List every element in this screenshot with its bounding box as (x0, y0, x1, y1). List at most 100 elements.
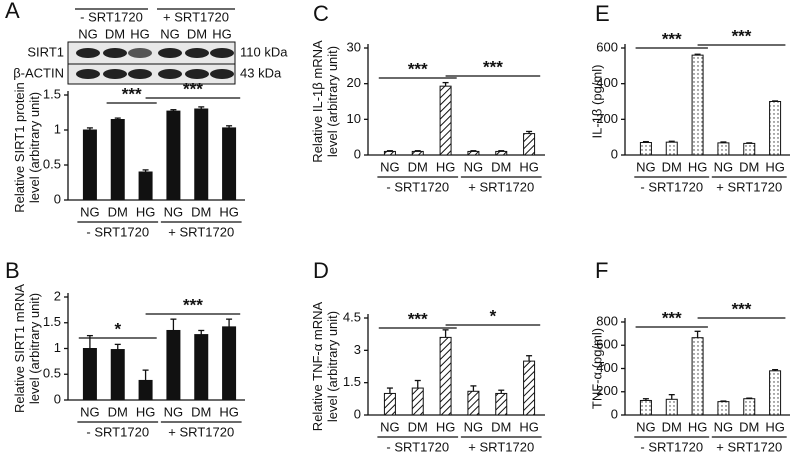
bar (743, 142, 756, 156)
bar (691, 337, 704, 416)
x-tick-label: NG (464, 419, 484, 434)
y-axis-label: TNF-α (pg/ml) (589, 328, 604, 409)
group-label: + SRT1720 (468, 179, 534, 194)
error-bar (414, 150, 421, 152)
band (76, 69, 100, 79)
error-bar (114, 117, 121, 120)
y-tick-label: 0.5 (43, 156, 61, 171)
bar (110, 349, 125, 401)
significance-label: *** (183, 79, 203, 98)
group-label: + SRT1720 (163, 9, 229, 24)
bar (222, 326, 237, 401)
y-tick-label: 200 (596, 383, 618, 398)
x-tick-label: DM (191, 404, 211, 419)
bar (717, 401, 730, 416)
x-tick-label: DM (739, 419, 759, 434)
error-bar (772, 369, 779, 371)
bar (495, 392, 508, 416)
bar (523, 360, 536, 416)
y-axis-label: Relative IL-1β mRNA (310, 40, 325, 163)
band (185, 48, 209, 58)
y-axis-label: Relative TNF-α mRNA (310, 302, 325, 432)
x-tick-label: HG (136, 404, 156, 419)
error-bar (498, 150, 505, 152)
row-label: β-ACTIN (13, 65, 64, 80)
x-tick-label: NG (80, 204, 100, 219)
y-tick-label: 4.5 (343, 309, 361, 324)
panel: F TNF-α (pg/ml) 0 200 400 600 800 NG DM HG NG DM HG -… (589, 258, 790, 454)
x-tick-label: NG (714, 419, 734, 434)
y-tick-label: 20 (347, 75, 361, 90)
error-bar (668, 140, 675, 143)
y-tick-label: 600 (596, 337, 618, 352)
significance-label: *** (662, 29, 682, 48)
error-bar (198, 329, 205, 335)
error-bar (498, 389, 505, 394)
y-tick-label: 400 (596, 75, 618, 90)
x-tick-label: NG (714, 159, 734, 174)
x-tick-label: DM (408, 419, 428, 434)
panel-letter: D (313, 258, 329, 283)
x-tick-label: DM (108, 404, 128, 419)
error-bar (668, 394, 675, 400)
x-tick-label: DM (491, 159, 511, 174)
error-bar (170, 318, 177, 331)
y-tick-label: 1 (54, 121, 61, 136)
group-label: - SRT1720 (80, 9, 143, 24)
panel-letter: E (595, 1, 610, 26)
bar (383, 150, 396, 156)
band (128, 48, 152, 58)
x-tick-label: NG (380, 159, 400, 174)
x-tick-label: HG (519, 159, 539, 174)
bar (665, 398, 678, 416)
error-bar (746, 397, 753, 399)
error-bar (746, 142, 753, 144)
error-bar (642, 140, 649, 143)
y-axis-label: Relative SIRT1 mRNA (12, 284, 27, 413)
lane-label: HG (212, 26, 232, 41)
x-tick-label: NG (164, 204, 184, 219)
group-label: - SRT1720 (386, 439, 449, 454)
y-tick-label: 0 (354, 406, 361, 421)
error-bar (386, 387, 393, 394)
error-bar (720, 141, 727, 143)
significance-label: * (114, 319, 121, 338)
y-tick-label: 600 (596, 39, 618, 54)
bar (495, 150, 508, 156)
y-tick-label: 200 (596, 111, 618, 126)
significance-label: *** (732, 299, 752, 318)
error-bar (198, 106, 205, 109)
y-axis-label: Relative SIRT1 protein (12, 82, 27, 213)
x-tick-label: HG (688, 159, 708, 174)
x-tick-label: HG (519, 419, 539, 434)
error-bar (720, 400, 727, 402)
error-bar (526, 355, 533, 362)
bar (194, 334, 209, 401)
y-tick-label: 0 (611, 146, 618, 161)
x-tick-label: DM (191, 204, 211, 219)
error-bar (694, 53, 701, 56)
bar (110, 119, 125, 201)
group-label: - SRT1720 (86, 224, 149, 239)
error-bar (142, 369, 149, 381)
error-bar (86, 127, 93, 130)
y-tick-label: 0 (354, 146, 361, 161)
error-bar (694, 330, 701, 338)
bar (82, 348, 97, 401)
error-bar (442, 81, 449, 87)
y-tick-label: 3 (354, 342, 361, 357)
panel-letter: A (5, 0, 20, 23)
lane-label: DM (105, 26, 125, 41)
error-bar (470, 150, 477, 152)
y-tick-label: 0 (54, 391, 61, 406)
x-tick-label: NG (380, 419, 400, 434)
group-label: + SRT1720 (168, 224, 234, 239)
y-tick-label: 800 (596, 313, 618, 328)
lane-label: DM (187, 26, 207, 41)
significance-label: *** (183, 295, 203, 314)
size-label: 110 kDa (240, 44, 288, 59)
significance-label: *** (732, 26, 752, 45)
band (185, 69, 209, 79)
